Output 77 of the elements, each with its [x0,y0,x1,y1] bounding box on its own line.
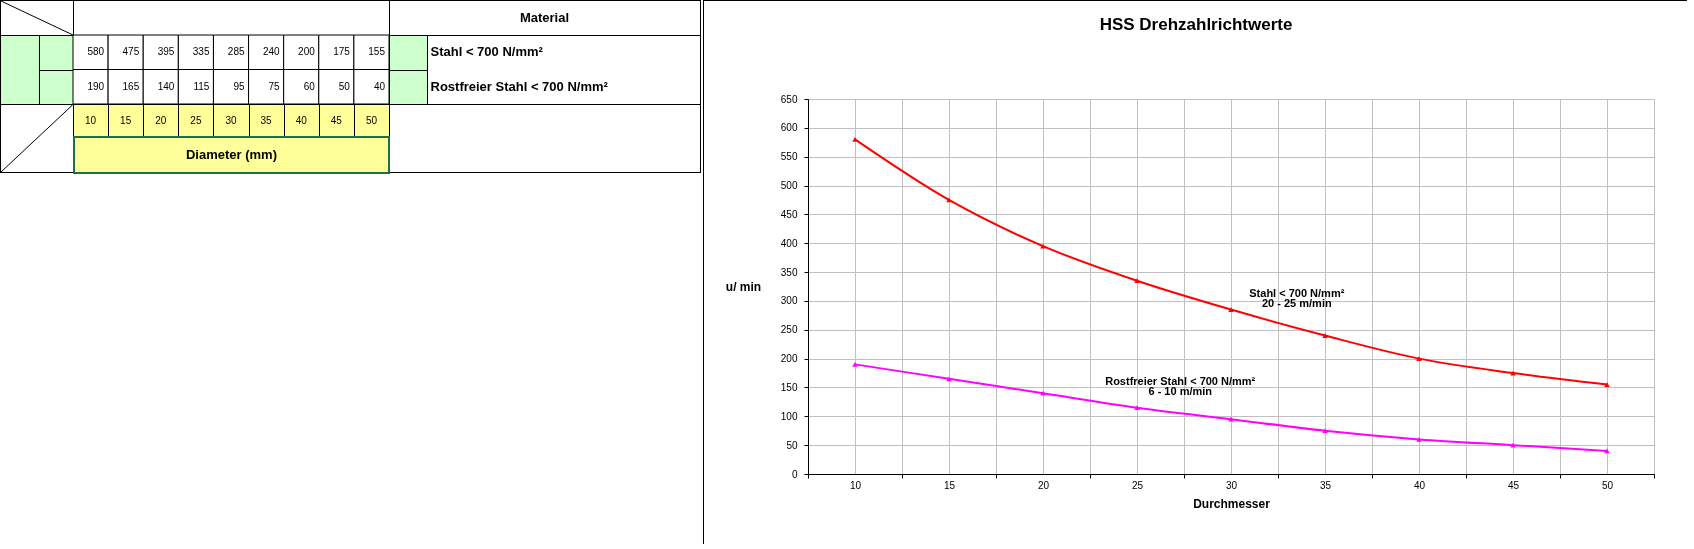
data-label: 285 [227,46,245,58]
y-tick-label: 300 [780,295,798,307]
x-tick-label: 50 [1601,479,1614,491]
x-tick-label: 15 [943,479,956,491]
data-label: 580 [87,46,105,58]
data-label: 115 [193,80,210,92]
point [1134,278,1140,284]
data-label: 200 [298,46,316,58]
point [1322,333,1328,338]
y2-axis-title: Material [519,10,570,25]
y-tick-label: 500 [780,180,798,192]
x-tick-label: 25 [190,114,202,126]
x-tick-label: 30 [1225,479,1238,491]
x-tick-label: 45 [1507,479,1520,491]
y2-tick-label: Stahl < 700 N/mm² [430,44,544,60]
data-label: 335 [192,46,210,58]
x-tick-label: 30 [225,114,237,126]
point [852,362,858,367]
chart-title: HSS Drehzahlrichtwerte [1099,15,1293,34]
point [1604,382,1610,387]
point [1416,356,1422,361]
data-label: 50 [338,80,351,92]
data-label: 95 [233,80,245,92]
point [1322,428,1328,434]
x-tick-label: 10 [84,114,97,126]
data-label: 240 [262,46,281,58]
data-label: 60 [303,80,316,92]
x-tick-label: 25 [1131,479,1144,491]
y-tick-label: 100 [780,410,798,422]
y-tick-label: 400 [780,237,798,249]
point [946,197,952,203]
x-tick-label: 50 [365,114,378,126]
point [1228,307,1234,312]
data-label: 155 [368,46,386,58]
annotation: 20 - 25 m/min [1261,296,1332,309]
y-tick-label: 250 [780,324,798,336]
data-label: 75 [268,80,281,92]
data-label: 40 [373,80,386,92]
series-label: Rostfreier Stahl < 700 N/mm² [1105,374,1256,387]
x-tick-label: 20 [1037,479,1050,491]
data-label: 395 [157,46,175,58]
point [852,137,858,142]
x-tick-label: 40 [1413,479,1426,491]
y-tick-label: 650 [780,93,798,105]
y2-tick-label: Rostfreier Stahl < 700 N/mm² [430,78,609,94]
y-tick-label: 550 [780,151,798,163]
point [1040,390,1046,396]
y-tick-label: 150 [780,381,798,393]
point [1604,448,1610,454]
point [1134,405,1140,411]
x-tick-label: 40 [295,114,308,126]
x-tick-label: 10 [849,479,862,491]
x-axis-title: Diameter (mm) [185,146,278,162]
data-label: 475 [122,46,140,58]
y-tick-label: 200 [780,353,798,365]
y-tick-label: 350 [780,266,798,278]
point [1510,442,1516,448]
x-axis-title: Durchmesser [1193,496,1271,511]
x-tick-label: 45 [330,114,343,126]
data-label: 140 [157,80,175,92]
data-label: 165 [122,80,140,92]
point [1228,416,1234,422]
x-tick-label: 15 [120,114,132,126]
x-tick-label: 35 [260,114,273,126]
x-tick-label: 35 [1319,479,1332,491]
data-label: 190 [87,80,105,92]
y-tick-label: 600 [780,122,798,134]
y-tick-label: 50 [786,439,798,451]
point [946,376,952,382]
y-tick-label: 0 [791,468,798,480]
x-tick-label: 20 [155,114,167,126]
series-label: Stahl < 700 N/mm² [1249,286,1345,299]
y-axis-title: u/ min [725,280,762,294]
point [1416,437,1422,442]
y-tick-label: 450 [780,208,798,220]
annotation: 6 - 10 m/min [1148,384,1213,397]
data-label: 175 [333,46,351,58]
